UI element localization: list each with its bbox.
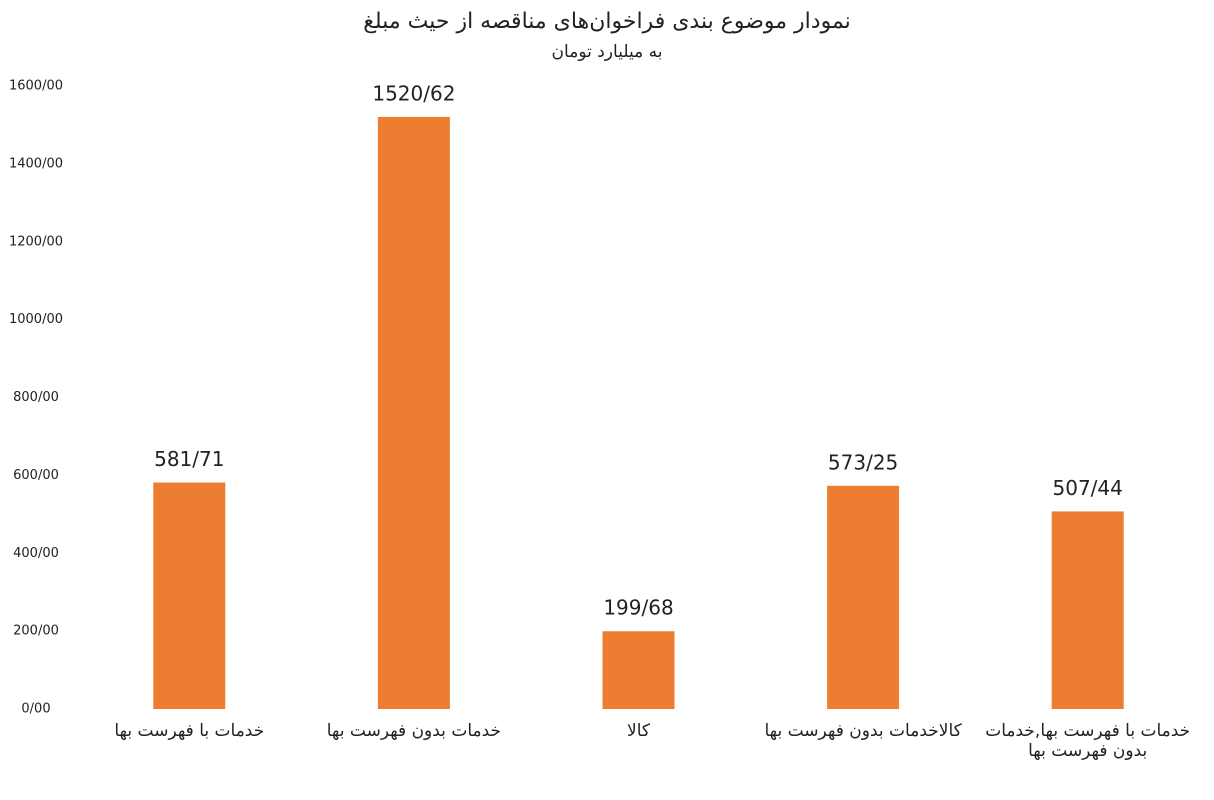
x-tick-label: خدمات با فهرست بها — [114, 721, 265, 741]
bar — [602, 631, 675, 709]
y-tick-label: 1400/00 — [9, 156, 63, 171]
bar — [1051, 511, 1124, 709]
bar — [827, 485, 900, 709]
value-label: 1520/62 — [372, 81, 455, 105]
y-tick-label: 600/00 — [13, 468, 59, 483]
bar — [377, 116, 450, 710]
value-label: 199/68 — [603, 596, 673, 620]
value-label: 573/25 — [828, 450, 898, 474]
x-tick-label: کالاخدمات بدون فهرست بها — [764, 721, 962, 741]
chart-subtitle: به میلیارد تومان — [552, 42, 663, 62]
y-tick-label: 1000/00 — [9, 312, 63, 327]
y-tick-label: 1200/00 — [9, 234, 63, 249]
x-tick-label: کالا — [627, 721, 650, 741]
value-label: 507/44 — [1053, 476, 1123, 500]
y-tick-label: 1600/00 — [9, 79, 63, 94]
y-tick-label: 0/00 — [21, 702, 50, 717]
y-tick-label: 800/00 — [13, 390, 59, 405]
x-tick-label: خدمات با فهرست بها,خدمات بدون فهرست بها — [985, 721, 1191, 761]
chart-title: نمودار موضوع بندی فراخوان‌های مناقصه از … — [363, 9, 851, 34]
x-tick-label: خدمات بدون فهرست بها — [326, 721, 502, 741]
y-tick-label: 400/00 — [13, 546, 59, 561]
value-label: 581/71 — [154, 447, 224, 471]
y-tick-label: 200/00 — [13, 624, 59, 639]
bar — [153, 482, 226, 709]
